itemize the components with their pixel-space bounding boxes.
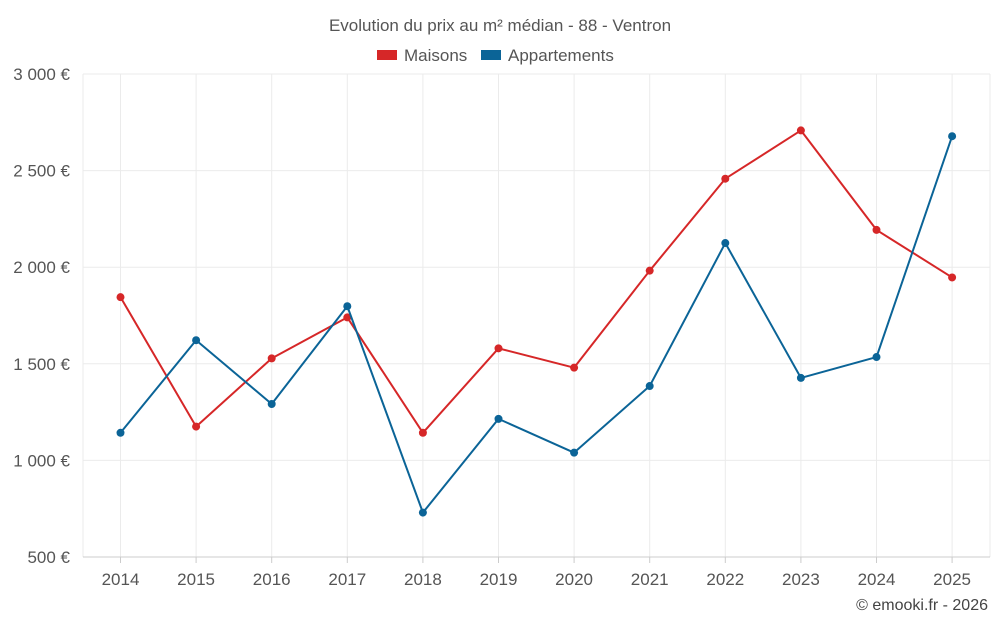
- data-point[interactable]: [494, 414, 503, 423]
- x-tick-label: 2020: [555, 570, 593, 589]
- data-point[interactable]: [796, 126, 805, 135]
- legend-item-appartements[interactable]: Appartements: [481, 46, 614, 65]
- legend-swatch: [377, 50, 397, 60]
- data-point[interactable]: [872, 353, 881, 362]
- data-point[interactable]: [418, 428, 427, 437]
- series-maisons: [116, 126, 957, 437]
- data-point[interactable]: [570, 363, 579, 372]
- data-point[interactable]: [116, 293, 125, 302]
- x-tick-label: 2022: [706, 570, 744, 589]
- chart-title: Evolution du prix au m² médian - 88 - Ve…: [329, 16, 671, 35]
- legend-swatch: [481, 50, 501, 60]
- data-point[interactable]: [192, 422, 201, 431]
- x-tick-label: 2015: [177, 570, 215, 589]
- data-point[interactable]: [192, 336, 201, 345]
- y-tick-label: 2 500 €: [13, 162, 70, 181]
- data-point[interactable]: [721, 239, 730, 248]
- data-point[interactable]: [570, 448, 579, 457]
- x-axis: 2014 2015 2016 2017 2018 2019 2020 2021 2022 2023…: [102, 557, 971, 589]
- y-tick-label: 500 €: [27, 548, 70, 567]
- data-point[interactable]: [418, 508, 427, 517]
- x-tick-label: 2014: [102, 570, 140, 589]
- legend-label: Maisons: [404, 46, 467, 65]
- y-tick-label: 3 000 €: [13, 65, 70, 84]
- data-point[interactable]: [948, 273, 957, 282]
- data-point[interactable]: [948, 132, 957, 141]
- x-tick-label: 2023: [782, 570, 820, 589]
- x-tick-label: 2017: [328, 570, 366, 589]
- legend: Maisons Appartements: [377, 46, 614, 65]
- y-tick-label: 2 000 €: [13, 258, 70, 277]
- series-appartements: [116, 132, 957, 517]
- x-tick-label: 2019: [480, 570, 518, 589]
- legend-item-maisons[interactable]: Maisons: [377, 46, 467, 65]
- y-tick-label: 1 000 €: [13, 451, 70, 470]
- x-tick-label: 2024: [858, 570, 896, 589]
- x-tick-label: 2021: [631, 570, 669, 589]
- credit-text: © emooki.fr - 2026: [856, 597, 988, 614]
- data-point[interactable]: [343, 302, 352, 311]
- x-tick-label: 2016: [253, 570, 291, 589]
- y-tick-label: 1 500 €: [13, 355, 70, 374]
- x-tick-label: 2018: [404, 570, 442, 589]
- data-point[interactable]: [872, 225, 881, 234]
- y-axis: 500 € 1 000 € 1 500 € 2 000 € 2 500 € 3 000 €: [13, 65, 70, 567]
- data-point[interactable]: [267, 354, 276, 363]
- data-point[interactable]: [796, 373, 805, 382]
- data-point[interactable]: [645, 266, 654, 275]
- data-point[interactable]: [721, 174, 730, 183]
- data-point[interactable]: [343, 313, 352, 322]
- series-line: [119, 135, 954, 514]
- data-point[interactable]: [645, 382, 654, 391]
- x-tick-label: 2025: [933, 570, 971, 589]
- data-point[interactable]: [116, 428, 125, 437]
- data-point[interactable]: [494, 344, 503, 353]
- legend-label: Appartements: [508, 46, 614, 65]
- data-point[interactable]: [267, 399, 276, 408]
- series: [116, 126, 957, 517]
- grid: [82, 73, 991, 558]
- series-line: [119, 129, 953, 434]
